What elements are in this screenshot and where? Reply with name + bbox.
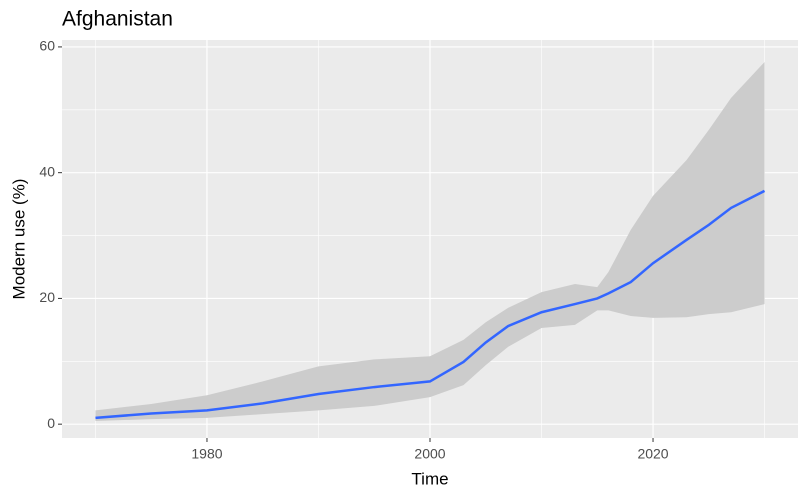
x-axis-label: Time: [411, 469, 448, 488]
chart-title: Afghanistan: [62, 8, 173, 31]
y-tick-label: 40: [39, 163, 55, 179]
y-tick-label: 0: [47, 415, 55, 431]
y-tick-label: 60: [39, 38, 55, 54]
x-tick-label: 2000: [414, 446, 445, 462]
x-tick-label: 1980: [191, 446, 222, 462]
x-tick-label: 2020: [637, 446, 668, 462]
confidence-ribbon: [95, 62, 765, 422]
y-tick-label: 20: [39, 289, 55, 305]
line: [95, 189, 766, 420]
y-axis-label: Modern use (%): [9, 179, 28, 300]
